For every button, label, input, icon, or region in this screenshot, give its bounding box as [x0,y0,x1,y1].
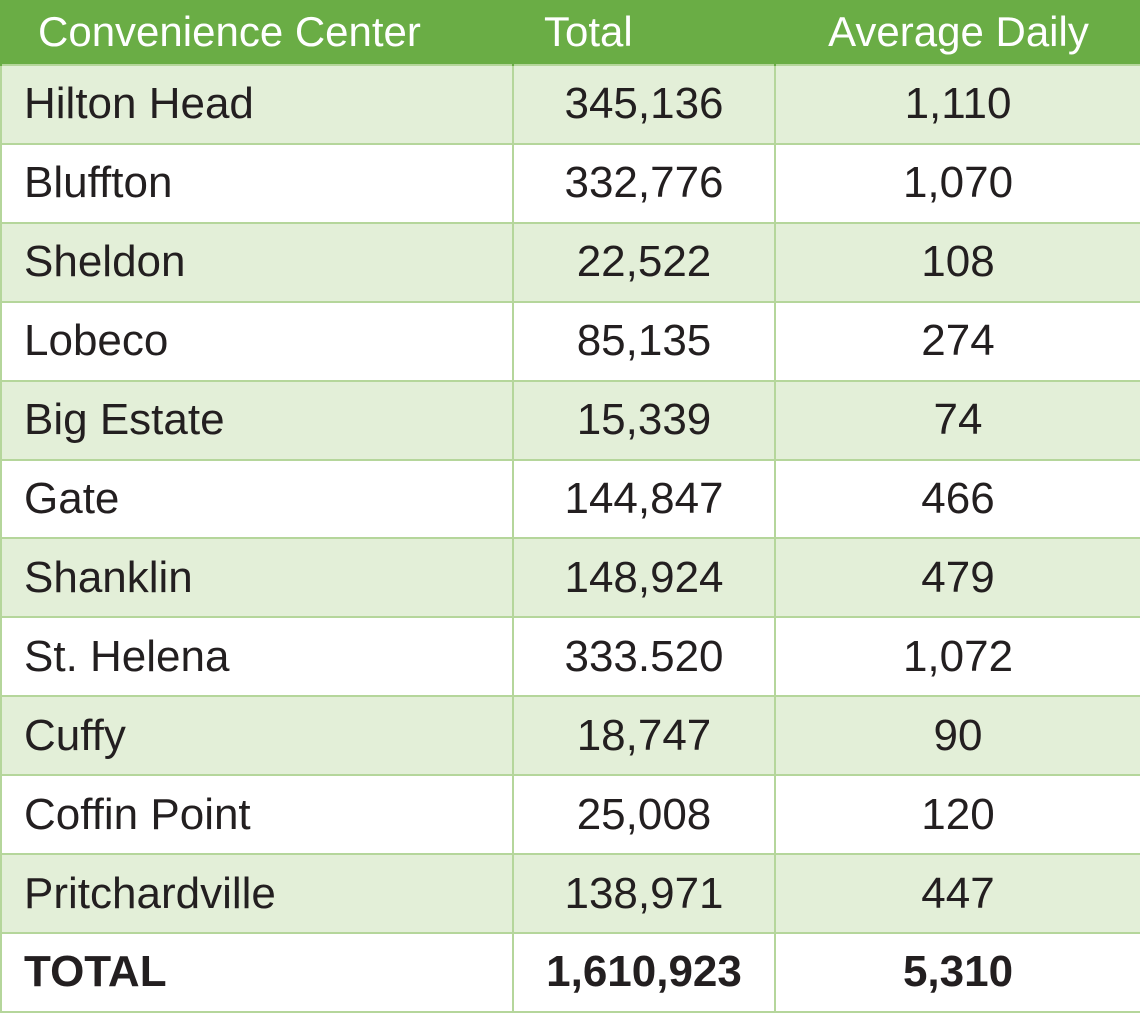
table-cell: Shanklin [0,537,514,619]
table-cell: Pritchardville [0,853,514,934]
table-row: Big Estate 15,339 74 [0,379,1140,461]
table-row: Bluffton 332,776 1,070 [0,142,1140,224]
table-cell: 274 [774,300,1140,382]
table-cell: Cuffy [0,695,514,777]
table-cell: Lobeco [0,300,514,382]
table-cell: 1,072 [774,616,1140,698]
table-row: Cuffy 18,747 90 [0,695,1140,777]
table-cell: 466 [774,458,1140,540]
header-cell: Total [512,0,775,65]
table-cell: St. Helena [0,616,514,698]
table-cell: Sheldon [0,221,514,303]
table-cell: 447 [774,853,1140,934]
total-cell: 5,310 [774,931,1140,1013]
table-cell: 22,522 [512,221,776,303]
table-cell: 333.520 [512,616,776,698]
table-cell: Coffin Point [0,774,514,856]
table-cell: 120 [774,774,1140,856]
table-cell: 108 [774,221,1140,303]
table-cell: 18,747 [512,695,776,777]
total-cell: 1,610,923 [512,931,776,1013]
header-cell: Convenience Center [0,0,513,65]
table-row: Shanklin 148,924 479 [0,537,1140,619]
table-body: Hilton Head 345,136 1,110 Bluffton 332,776 1,… [0,64,1140,1013]
table-cell: 479 [774,537,1140,619]
table-cell: 1,110 [774,64,1140,145]
table-cell: Hilton Head [0,64,514,145]
table-cell: 138,971 [512,853,776,934]
table-cell: 25,008 [512,774,776,856]
header-row: Convenience Center Total Average Daily [0,0,1140,65]
table-cell: 85,135 [512,300,776,382]
table-cell: 15,339 [512,379,776,461]
table-cell: 148,924 [512,537,776,619]
table-cell: 74 [774,379,1140,461]
table-cell: Big Estate [0,379,514,461]
total-cell: TOTAL [0,931,514,1013]
table-row: St. Helena 333.520 1,072 [0,616,1140,698]
table-cell: 332,776 [512,142,776,224]
table-row: Sheldon 22,522 108 [0,221,1140,303]
table-cell: 1,070 [774,142,1140,224]
table-row: Pritchardville 138,971 447 [0,853,1140,934]
table-row: Hilton Head 345,136 1,110 [0,64,1140,145]
table-cell: Bluffton [0,142,514,224]
table-cell: 144,847 [512,458,776,540]
table-cell: 90 [774,695,1140,777]
table-cell: 345,136 [512,64,776,145]
total-row: TOTAL 1,610,923 5,310 [0,931,1140,1013]
table-row: Gate 144,847 466 [0,458,1140,540]
table-row: Coffin Point 25,008 120 [0,774,1140,856]
header-cell: Average Daily [774,0,1140,65]
table-row: Lobeco 85,135 274 [0,300,1140,382]
table-cell: Gate [0,458,514,540]
